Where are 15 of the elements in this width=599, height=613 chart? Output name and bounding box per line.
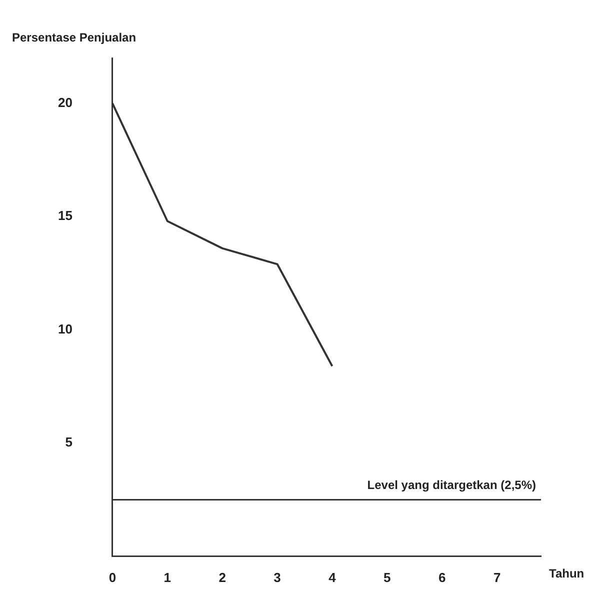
x-tick-label: 6 xyxy=(438,570,446,585)
x-tick-label: 1 xyxy=(164,570,172,585)
x-axis-title: Tahun xyxy=(549,566,584,581)
ref-line-label: Level yang ditargetkan (2,5%) xyxy=(367,478,536,492)
x-tick-label: 5 xyxy=(384,570,391,585)
y-tick-label: 10 xyxy=(58,321,72,336)
x-tick-label: 0 xyxy=(108,570,116,585)
y-axis-title: Persentase Penjualan xyxy=(12,30,136,44)
y-tick-label: 15 xyxy=(58,208,72,224)
x-tick-label: 2 xyxy=(218,570,226,585)
x-tick-label: 3 xyxy=(274,570,281,585)
y-tick-label: 5 xyxy=(65,434,72,450)
x-tick-label: 7 xyxy=(493,570,501,585)
y-tick-label: 20 xyxy=(58,94,72,110)
x-tick-label: 4 xyxy=(328,570,337,585)
